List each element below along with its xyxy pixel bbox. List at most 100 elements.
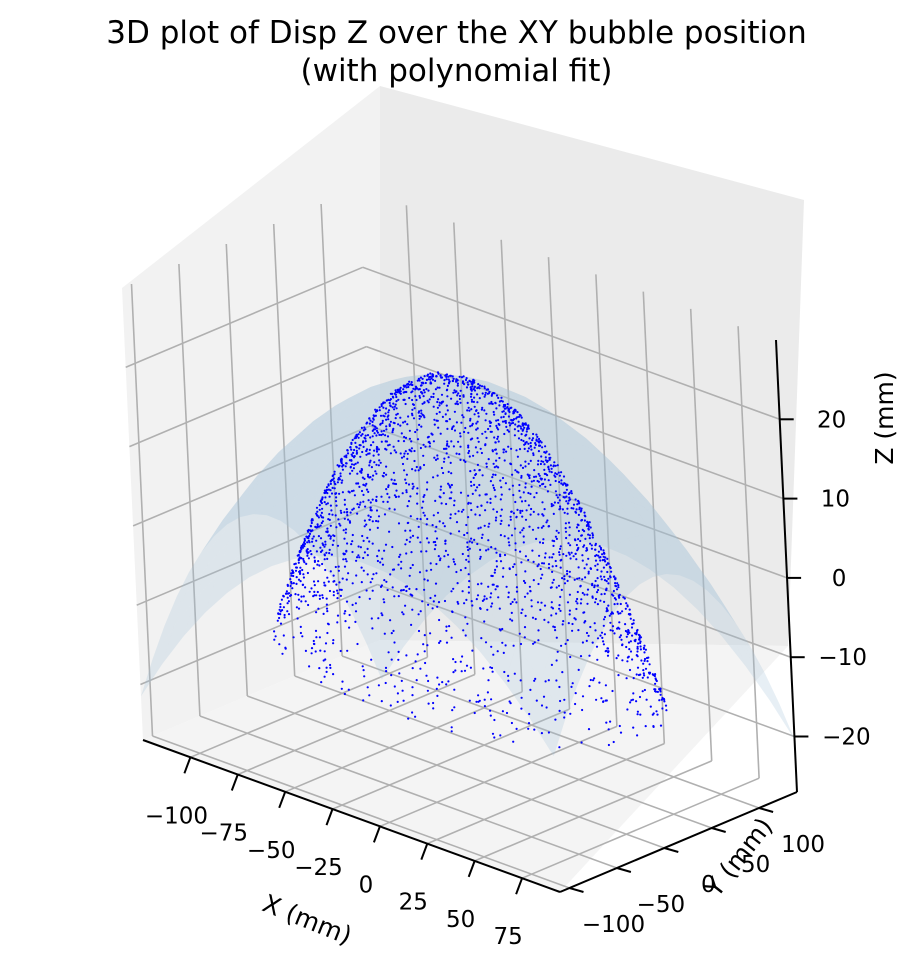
data-point — [572, 503, 576, 506]
data-point — [377, 448, 380, 451]
data-point — [436, 511, 440, 514]
data-point — [466, 541, 469, 544]
data-point — [571, 682, 574, 685]
surface-patch — [589, 557, 627, 612]
z-tick-label: 10 — [821, 487, 850, 513]
data-point — [490, 605, 493, 608]
data-point — [536, 601, 540, 604]
data-point — [503, 407, 506, 410]
data-point — [385, 465, 388, 468]
data-point — [362, 539, 365, 543]
data-point — [611, 629, 614, 632]
data-point — [452, 658, 455, 661]
data-point — [645, 698, 648, 701]
data-point — [368, 461, 371, 464]
data-point — [544, 485, 547, 488]
data-point — [481, 599, 484, 603]
data-point — [286, 596, 289, 599]
x-tick-label: −25 — [294, 855, 343, 881]
data-point — [445, 683, 448, 686]
surface-patch — [283, 488, 318, 529]
data-point — [397, 495, 400, 498]
data-point — [495, 585, 498, 588]
data-point — [416, 487, 419, 490]
data-point — [477, 415, 480, 418]
data-point — [397, 522, 401, 525]
data-point — [453, 410, 456, 413]
grid-line-back-x — [547, 257, 571, 710]
surface-patch — [401, 482, 439, 529]
data-point — [644, 648, 648, 651]
data-point — [523, 595, 527, 598]
data-point — [483, 385, 486, 388]
data-point — [457, 440, 460, 443]
data-point — [576, 597, 579, 601]
data-point — [560, 479, 563, 482]
data-point — [299, 566, 302, 569]
data-point — [314, 525, 317, 529]
data-point — [452, 560, 456, 563]
surface-patch — [634, 533, 674, 588]
grid-line-left-y — [178, 263, 201, 717]
data-point — [444, 549, 447, 553]
data-point — [592, 679, 595, 682]
surface-patch — [576, 434, 615, 471]
surface-patch — [351, 580, 388, 645]
surface-patch — [566, 473, 604, 511]
surface-patch — [422, 402, 459, 429]
data-point — [322, 612, 325, 616]
data-point — [416, 379, 419, 382]
data-point — [639, 645, 642, 648]
data-point — [510, 447, 513, 450]
data-point — [365, 453, 368, 456]
surface-patch — [278, 421, 314, 453]
data-point — [392, 421, 395, 424]
data-point — [375, 472, 378, 475]
data-point — [554, 559, 557, 563]
data-point — [325, 503, 328, 506]
data-point — [560, 588, 563, 592]
data-point — [384, 412, 387, 415]
data-point — [413, 459, 416, 463]
data-point — [307, 530, 310, 533]
data-point — [467, 591, 470, 594]
data-point — [587, 572, 590, 575]
data-point — [410, 551, 413, 554]
data-point — [317, 516, 320, 519]
data-point — [295, 582, 298, 586]
data-point — [327, 483, 330, 486]
data-point — [443, 379, 446, 382]
data-point — [329, 504, 332, 507]
data-point — [436, 400, 439, 404]
data-point — [507, 537, 510, 540]
data-point — [364, 440, 367, 443]
data-point — [351, 603, 354, 607]
data-point — [430, 432, 433, 435]
surface-patch — [652, 515, 692, 569]
data-point — [387, 651, 390, 654]
data-point — [375, 434, 378, 437]
data-point — [605, 721, 608, 724]
data-point — [610, 593, 614, 596]
data-point — [562, 553, 565, 556]
surface-patch — [195, 541, 229, 599]
data-point — [458, 530, 461, 533]
data-point — [394, 417, 397, 420]
data-point — [581, 591, 584, 595]
data-point — [289, 594, 293, 597]
surface-patch — [686, 549, 726, 607]
data-point — [476, 401, 479, 404]
data-point — [377, 464, 380, 467]
surface-patch — [309, 406, 345, 434]
data-point — [514, 527, 517, 530]
data-point — [287, 613, 291, 616]
data-point — [490, 546, 493, 549]
x-tick — [230, 774, 239, 791]
data-point — [320, 681, 323, 684]
data-point — [424, 381, 427, 385]
data-point — [369, 581, 372, 584]
x-tick-label: 0 — [359, 872, 374, 898]
data-point — [390, 478, 393, 481]
data-point — [563, 482, 566, 485]
